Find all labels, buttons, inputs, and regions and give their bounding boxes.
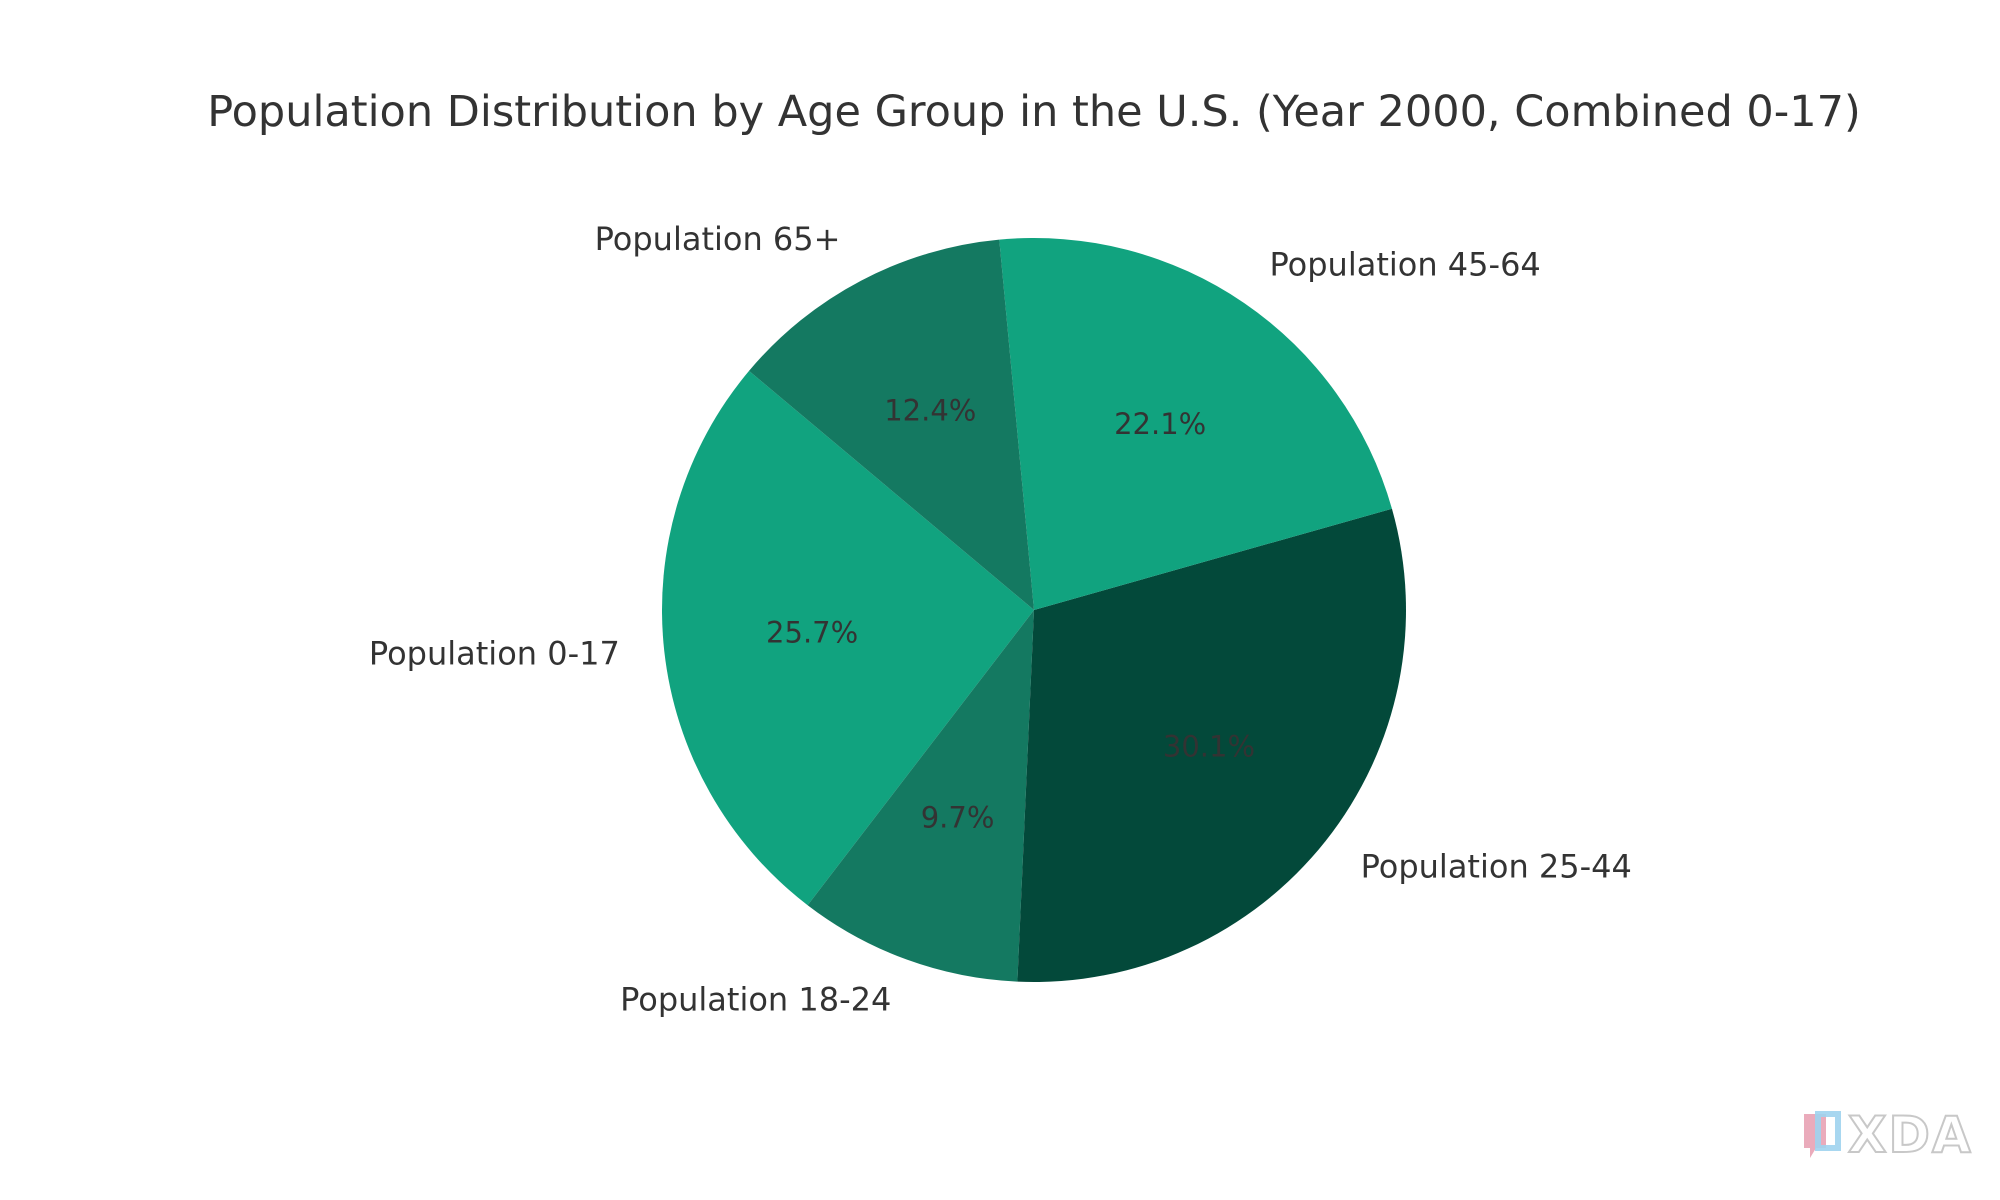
chart-title: Population Distribution by Age Group in … (207, 87, 1861, 137)
pct-label-population-45-64: 22.1% (1114, 407, 1206, 441)
slice-labels: Population 0-17 Population 18-24 Populatio… (369, 220, 1632, 1018)
pie-slice-population-65 (749, 239, 1034, 611)
svg-text:XDA: XDA (1848, 1106, 1973, 1164)
slice-label-population-65: Population 65+ (595, 220, 841, 258)
slice-label-population-25-44: Population 25-44 (1361, 848, 1632, 886)
pct-label-population-0-17: 25.7% (766, 615, 858, 649)
pct-label-population-18-24: 9.7% (921, 801, 995, 835)
percentage-labels: 25.7% 9.7% 30.1% 22.1% 12.4% (766, 393, 1255, 834)
slice-label-population-45-64: Population 45-64 (1270, 245, 1541, 283)
pie-slices (662, 238, 1406, 982)
pie-slice-population-45-64 (999, 238, 1392, 610)
slice-label-population-0-17: Population 0-17 (369, 634, 620, 672)
pct-label-population-65: 12.4% (884, 393, 976, 427)
slice-label-population-18-24: Population 18-24 (620, 980, 891, 1018)
pct-label-population-25-44: 30.1% (1163, 730, 1255, 764)
pie-slice-population-18-24 (807, 610, 1034, 982)
pie-slice-population-25-44 (1017, 508, 1406, 982)
pie-slice-population-0-17 (662, 370, 1034, 906)
xda-logo-icon: XDA (1804, 1105, 1973, 1165)
